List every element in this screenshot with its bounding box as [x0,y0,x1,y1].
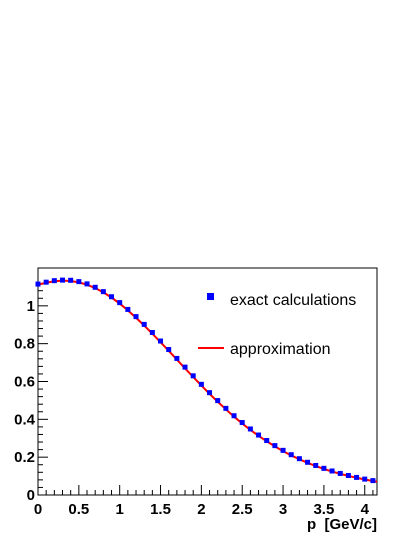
y-tick-label: 0.6 [14,374,35,391]
tick-labels: 0 0.5 1 1.5 2 2.5 3 3.5 4 0 0.2 0.4 0.6 0.8 1 [14,298,369,518]
exact-calculation-point [247,426,253,432]
legend-label-approximation: approximation [230,341,331,358]
x-tick-label: 2.5 [232,501,253,518]
y-tick-label: 0.2 [14,449,35,466]
exact-calculation-point [280,447,286,453]
exact-calculation-point [84,281,90,287]
exact-calculation-point [305,459,311,465]
exact-calculation-point [215,398,221,404]
exact-calculation-point [256,432,262,438]
exact-calculation-point [149,330,155,336]
y-tick-label: 0.8 [14,336,35,353]
exact-calculation-point [345,473,351,479]
exact-calculation-point [190,373,196,379]
legend: exact calculations approximation [198,292,356,358]
exact-calculation-point [231,413,237,419]
x-tick-label: 1.5 [150,501,171,518]
exact-calculation-point [207,390,213,396]
exact-calculation-point [288,452,294,458]
exact-calculation-point [198,381,204,387]
x-tick-label: 3 [279,501,287,518]
exact-calculation-point [60,277,66,283]
exact-calculation-point [321,465,327,471]
exact-calculation-point [296,456,302,462]
approximation-line [37,279,378,483]
x-tick-label: 0.5 [68,501,89,518]
exact-calculation-point [223,405,229,411]
exact-calculation-point [109,294,115,300]
exact-calculation-point [35,281,41,287]
exact-calculation-point [174,355,180,361]
y-tick-label: 0.4 [14,411,36,428]
exact-calculation-point [313,462,319,468]
exact-calculation-point [133,314,139,320]
x-tick-label: 0 [34,501,42,518]
exact-calculation-point [100,289,106,295]
exact-calculation-point [125,306,131,312]
series-approximation [37,279,378,483]
x-axis-title: p [GeV/c] [307,516,377,533]
exact-calculation-point [362,476,368,482]
exact-calculation-point [239,420,245,426]
exact-calculation-point [76,279,82,285]
x-tick-label: 1 [116,501,124,518]
x-tick-label: 4 [361,501,370,518]
exact-calculation-point [370,478,376,484]
y-tick-label: 1 [27,298,35,315]
legend-marker-exact-calculations [207,293,214,300]
y-tick-label: 0 [27,487,35,504]
exact-calculation-point [141,321,147,327]
series-exact-calculations [35,277,376,484]
axis-ticks [37,290,374,496]
exact-calculation-point [337,470,343,476]
exact-calculation-point [182,364,188,370]
exact-calculation-point [51,278,57,284]
exact-calculation-point [68,277,74,283]
exact-calculation-point [264,438,270,444]
exact-calculation-point [158,338,164,344]
exact-calculation-point [354,474,360,480]
exact-calculation-point [43,279,49,285]
x-tick-label: 2 [197,501,205,518]
legend-label-exact-calculations: exact calculations [230,292,356,309]
x-tick-label: 3.5 [313,501,334,518]
exact-calculation-point [272,443,278,449]
exact-calculation-point [117,300,123,306]
exact-calculation-point [92,284,98,290]
exact-calculation-point [329,468,335,474]
exact-calculation-point [166,347,172,353]
